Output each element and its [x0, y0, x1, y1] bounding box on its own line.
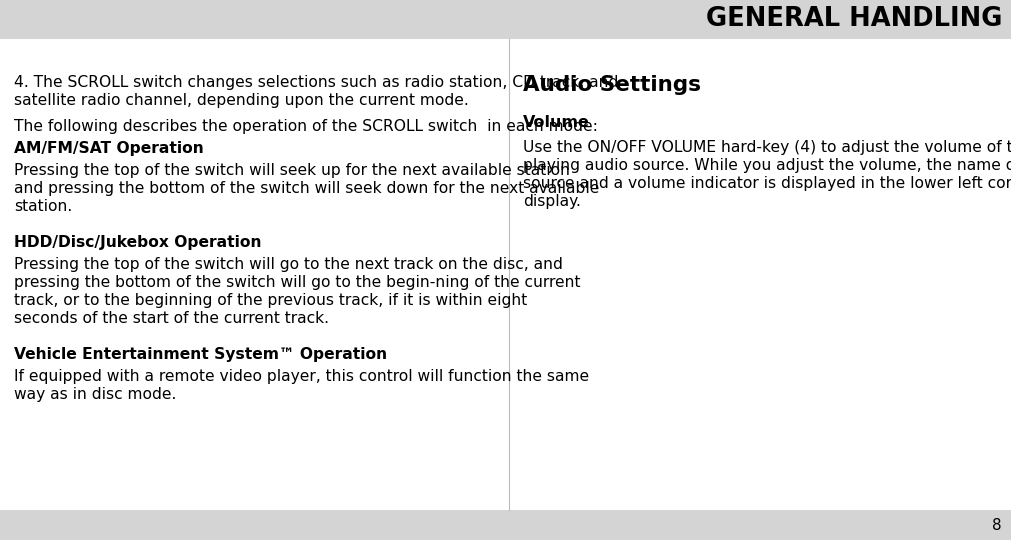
- Text: way as in disc mode.: way as in disc mode.: [14, 387, 176, 402]
- Text: source and a volume indicator is displayed in the lower left corner of the: source and a volume indicator is display…: [523, 176, 1011, 191]
- Bar: [0, 0, 1011, 39]
- Text: playing audio source. While you adjust the volume, the name of the audio: playing audio source. While you adjust t…: [523, 158, 1011, 173]
- Text: station.: station.: [14, 199, 72, 214]
- Text: satellite radio channel, depending upon the current mode.: satellite radio channel, depending upon …: [14, 93, 468, 108]
- Text: Audio Settings: Audio Settings: [523, 75, 701, 95]
- Text: Pressing the top of the switch will seek up for the next available station: Pressing the top of the switch will seek…: [14, 163, 569, 178]
- Text: Pressing the top of the switch will go to the next track on the disc, and: Pressing the top of the switch will go t…: [14, 257, 562, 272]
- Text: display.: display.: [523, 194, 580, 209]
- Text: Volume: Volume: [523, 115, 589, 130]
- Bar: [0, 39, 1011, 510]
- Text: HDD/Disc/Jukebox Operation: HDD/Disc/Jukebox Operation: [14, 235, 261, 250]
- Bar: [0, 510, 1011, 540]
- Text: The following describes the operation of the SCROLL switch  in each mode:: The following describes the operation of…: [14, 119, 598, 134]
- Text: Use the ON/OFF VOLUME hard-key (4) to adjust the volume of the currently: Use the ON/OFF VOLUME hard-key (4) to ad…: [523, 140, 1011, 155]
- Text: and pressing the bottom of the switch will seek down for the next available: and pressing the bottom of the switch wi…: [14, 181, 599, 196]
- Text: track, or to the beginning of the previous track, if it is within eight: track, or to the beginning of the previo…: [14, 293, 527, 308]
- Text: Vehicle Entertainment System™ Operation: Vehicle Entertainment System™ Operation: [14, 347, 387, 362]
- Text: seconds of the start of the current track.: seconds of the start of the current trac…: [14, 311, 329, 326]
- Text: 4. The SCROLL switch changes selections such as radio station, CD track, and: 4. The SCROLL switch changes selections …: [14, 75, 618, 90]
- Text: GENERAL HANDLING: GENERAL HANDLING: [705, 6, 1001, 32]
- Text: AM/FM/SAT Operation: AM/FM/SAT Operation: [14, 141, 203, 156]
- Text: pressing the bottom of the switch will go to the begin-ning of the current: pressing the bottom of the switch will g…: [14, 275, 580, 290]
- Text: If equipped with a remote video player, this control will function the same: If equipped with a remote video player, …: [14, 369, 588, 384]
- Text: 8: 8: [992, 518, 1001, 532]
